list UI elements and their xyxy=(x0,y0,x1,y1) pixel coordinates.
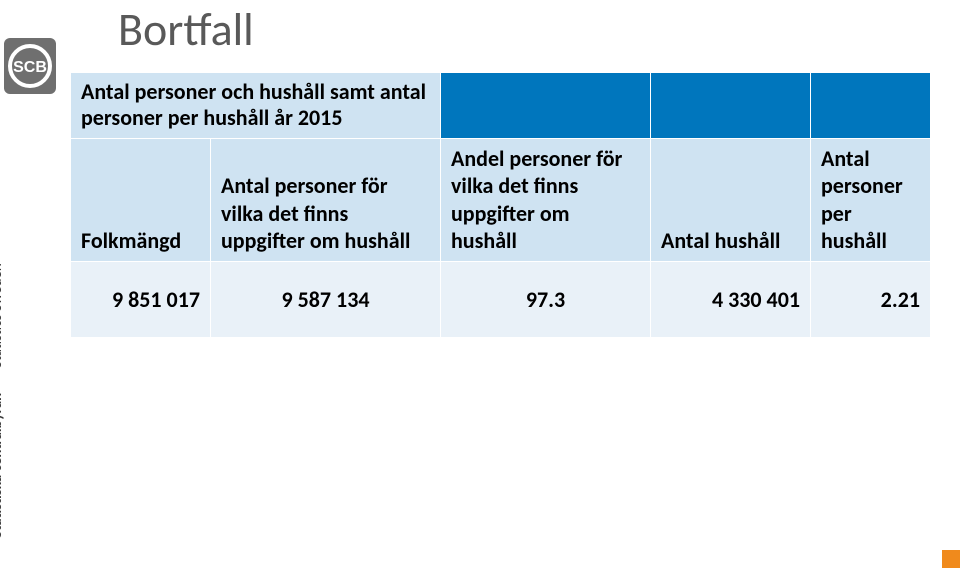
col-header-pers-per-hushall: Antal personer per hushåll xyxy=(811,138,931,261)
cell-pers-per-hushall: 2.21 xyxy=(811,261,931,337)
data-table: Antal personer och hushåll samt antal pe… xyxy=(70,72,930,338)
table-header-merged: Antal personer och hushåll samt antal pe… xyxy=(71,73,441,139)
org-name-sidebar: Statistiska centralbyrån Statistics Swed… xyxy=(0,263,6,538)
svg-text:SCB: SCB xyxy=(13,59,47,76)
table-header-spacer-3 xyxy=(811,73,931,139)
org-name-en: Statistics Sweden xyxy=(0,263,6,368)
table-row: 9 851 017 9 587 134 97.3 4 330 401 2.21 xyxy=(71,261,931,337)
scb-logo: SCB xyxy=(4,38,56,94)
table-header-spacer-2 xyxy=(651,73,811,139)
col-header-andel-pers-uppg: Andel personer för vilka det finns uppgi… xyxy=(441,138,651,261)
col-header-antal-hushall: Antal hushåll xyxy=(651,138,811,261)
cell-andel-pers-uppg: 97.3 xyxy=(441,261,651,337)
cell-antal-pers-uppg: 9 587 134 xyxy=(211,261,441,337)
org-name-sv: Statistiska centralbyrån xyxy=(0,393,6,538)
cell-folkmangd: 9 851 017 xyxy=(71,261,211,337)
page-title: Bortfall xyxy=(118,2,254,58)
cell-antal-hushall: 4 330 401 xyxy=(651,261,811,337)
col-header-folkmangd: Folkmängd xyxy=(71,138,211,261)
corner-accent xyxy=(942,550,960,568)
col-header-antal-pers-uppg: Antal personer för vilka det finns uppgi… xyxy=(211,138,441,261)
table-header-spacer-1 xyxy=(441,73,651,139)
